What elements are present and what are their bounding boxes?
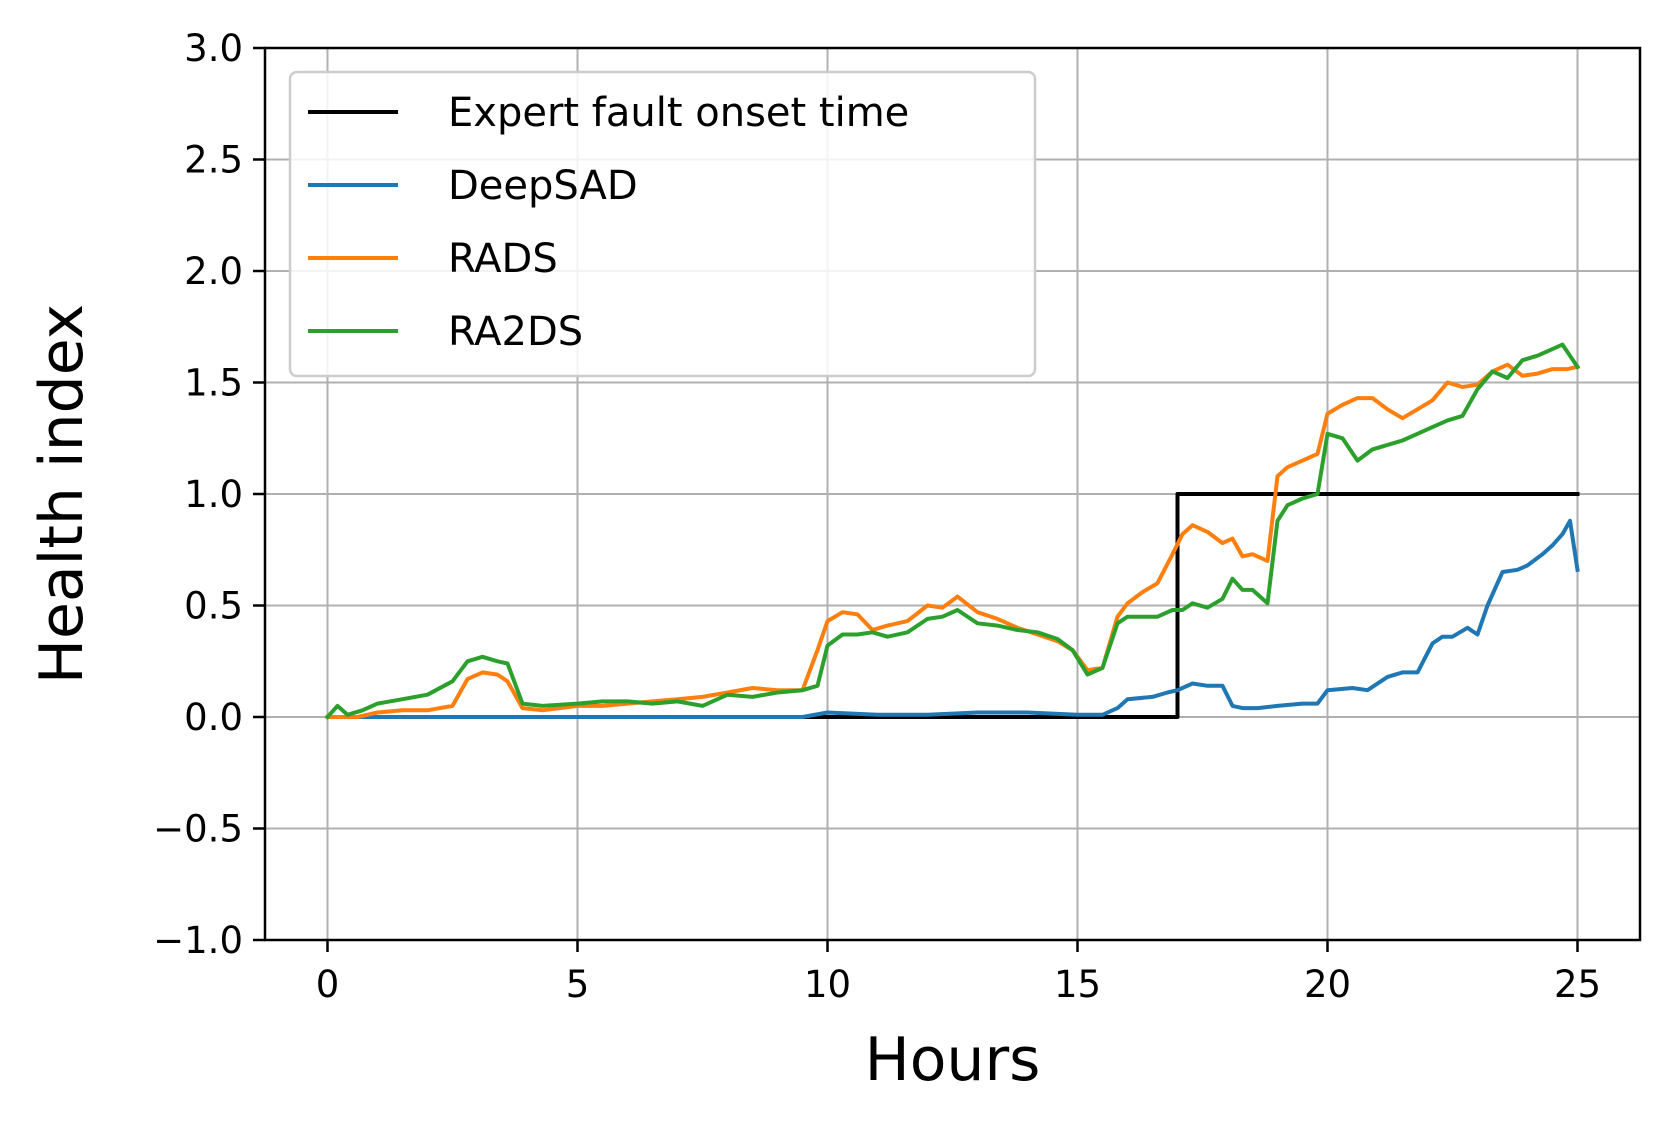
- legend-label: RA2DS: [448, 309, 583, 355]
- legend-label: DeepSAD: [448, 163, 638, 209]
- y-tick-label: 1.0: [184, 473, 243, 516]
- x-tick-label: 5: [566, 963, 590, 1006]
- x-tick-label: 25: [1554, 963, 1601, 1006]
- x-tick-label: 0: [316, 963, 340, 1006]
- y-tick-label: 2.0: [184, 250, 243, 293]
- y-tick-label: 3.0: [184, 27, 243, 70]
- legend-box: [288, 70, 1037, 378]
- series-line-3: [324, 342, 1581, 720]
- legend-label: Expert fault onset time: [448, 90, 909, 136]
- y-tick-label: −0.5: [153, 808, 243, 851]
- x-tick-label: 15: [1054, 963, 1101, 1006]
- x-axis-title: Hours: [865, 1025, 1041, 1095]
- x-axis-ticks: 0 5 10 15 20 25: [316, 940, 1601, 1006]
- x-tick-label: 10: [804, 963, 851, 1006]
- x-tick-label: 20: [1304, 963, 1351, 1006]
- y-tick-label: 0.5: [184, 585, 243, 628]
- series-line-1: [325, 518, 1580, 719]
- y-axis-title: Health index: [27, 304, 97, 684]
- legend-label: RADS: [448, 236, 558, 282]
- y-tick-label: 1.5: [184, 362, 243, 405]
- y-tick-label: 2.5: [184, 139, 243, 182]
- legend: Expert fault onset time DeepSAD RADS RA2DS: [288, 70, 1037, 378]
- y-axis-ticks: −1.0 −0.5 0.0 0.5 1.0 1.5 2.0 2.5 3.0: [153, 27, 265, 962]
- y-tick-label: −1.0: [153, 919, 243, 962]
- series-lines: [324, 342, 1581, 720]
- y-tick-label: 0.0: [184, 696, 243, 739]
